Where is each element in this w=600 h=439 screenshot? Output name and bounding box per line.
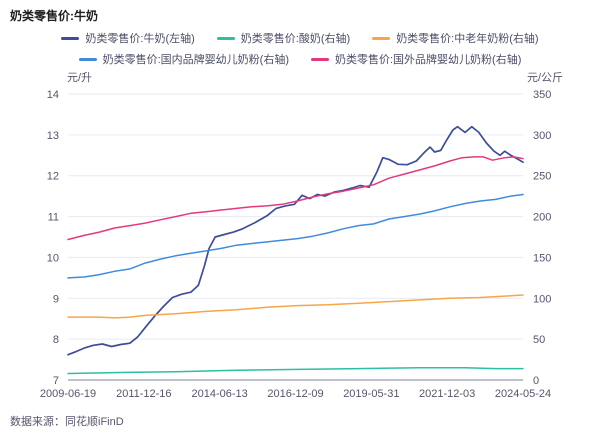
right-axis-tick: 100 <box>533 293 551 305</box>
left-axis-tick: 9 <box>53 293 59 305</box>
legend-label-senior-milk-powder: 奶类零售价:中老年奶粉(右轴) <box>396 33 539 45</box>
x-axis-tick: 2016-12-09 <box>267 388 323 400</box>
left-axis-tick: 13 <box>47 130 59 142</box>
x-axis-tick: 2019-05-31 <box>343 388 399 400</box>
legend-swatch-domestic-infant-formula <box>78 57 97 61</box>
legend-label-yogurt: 奶类零售价:酸奶(右轴) <box>240 33 351 45</box>
legend-label-foreign-infant-formula: 奶类零售价:国外品牌婴幼儿奶粉(右轴) <box>335 54 522 66</box>
x-axis-tick: 2014-06-13 <box>192 388 248 400</box>
legend-item-yogurt: 奶类零售价:酸奶(右轴) <box>216 30 351 46</box>
legend-label-domestic-infant-formula: 奶类零售价:国内品牌婴幼儿奶粉(右轴) <box>102 54 289 66</box>
right-axis-tick: 50 <box>533 334 545 346</box>
legend-item-senior-milk-powder: 奶类零售价:中老年奶粉(右轴) <box>372 30 539 46</box>
left-axis-tick: 11 <box>48 212 59 224</box>
left-axis-tick: 12 <box>47 171 59 183</box>
legend-row-2: 奶类零售价:国内品牌婴幼儿奶粉(右轴) 奶类零售价:国外品牌婴幼儿奶粉(右轴) <box>78 51 521 67</box>
x-axis-tick: 2024-05-24 <box>495 388 551 400</box>
right-axis-tick: 300 <box>533 130 551 142</box>
x-axis-tick: 2011-12-16 <box>116 388 171 400</box>
right-axis-tick: 200 <box>533 212 551 224</box>
legend-swatch-yogurt <box>216 36 235 40</box>
data-source: 数据来源：同花顺iFinD <box>10 416 124 428</box>
right-axis-tick: 150 <box>533 252 551 264</box>
legend-swatch-foreign-infant-formula <box>311 57 329 61</box>
right-axis-tick: 250 <box>533 171 551 183</box>
x-axis-tick: 2009-06-19 <box>40 388 96 400</box>
right-axis-unit-label: 元/公斤 <box>527 72 564 84</box>
legend-row-1: 奶类零售价:牛奶(左轴) 奶类零售价:酸奶(右轴) 奶类零售价:中老年奶粉(右轴) <box>61 30 539 46</box>
left-axis-tick: 7 <box>53 375 59 387</box>
legend-swatch-senior-milk-powder <box>372 36 391 40</box>
left-axis-unit-label: 元/升 <box>67 72 93 84</box>
series-line-milk <box>67 125 524 356</box>
legend-swatch-milk <box>61 36 80 40</box>
series-line-foreign-infant-formula <box>67 156 524 241</box>
left-axis-tick: 10 <box>47 252 59 264</box>
right-axis-tick: 0 <box>533 375 539 387</box>
left-axis-tick: 8 <box>53 334 59 346</box>
left-axis-tick: 14 <box>47 89 59 101</box>
legend-label-milk: 奶类零售价:牛奶(左轴) <box>85 33 195 45</box>
x-axis-tick: 2021-12-03 <box>419 388 475 400</box>
right-axis-tick: 350 <box>533 89 551 101</box>
series-line-domestic-infant-formula <box>67 193 524 279</box>
legend: 奶类零售价:牛奶(左轴) 奶类零售价:酸奶(右轴) 奶类零售价:中老年奶粉(右轴) 奶… <box>0 30 600 67</box>
series-line-yogurt <box>67 366 524 375</box>
series-line-senior-milk-powder <box>67 294 524 319</box>
legend-item-milk: 奶类零售价:牛奶(左轴) <box>61 30 195 46</box>
chart-title: 奶类零售价:牛奶 <box>10 9 98 23</box>
legend-item-foreign-infant-formula: 奶类零售价:国外品牌婴幼儿奶粉(右轴) <box>311 51 521 67</box>
legend-item-domestic-infant-formula: 奶类零售价:国内品牌婴幼儿奶粉(右轴) <box>78 51 289 67</box>
